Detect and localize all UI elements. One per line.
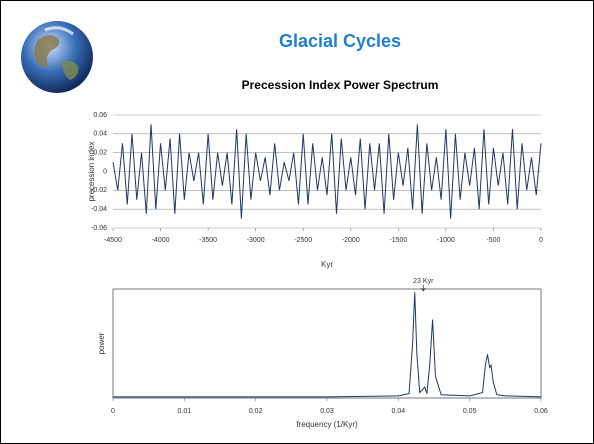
x-tick-label: 0.01 [178, 408, 192, 415]
y-tick-label: -0.02 [91, 187, 107, 194]
y-tick-label: -0.04 [91, 206, 107, 213]
y-axis-label: precession index [87, 141, 96, 201]
x-tick-label: 0.02 [249, 408, 263, 415]
y-tick-label: 0.04 [93, 131, 107, 138]
x-tick-label: -4000 [152, 237, 170, 244]
slide-subtitle: Precession Index Power Spectrum [242, 78, 439, 92]
x-tick-label: -3500 [199, 237, 217, 244]
y-axis-label: power [97, 332, 106, 354]
x-tick-label: 0.05 [463, 408, 477, 415]
data-line [113, 292, 542, 398]
x-axis-label: Kyr [321, 260, 333, 269]
x-tick-label: 0.06 [534, 408, 548, 415]
y-tick-label: -0.06 [91, 225, 107, 232]
slide-title: Glacial Cycles [279, 31, 401, 51]
x-tick-label: -2000 [342, 237, 360, 244]
x-tick-label: -2500 [294, 237, 312, 244]
x-axis-label: frequency (1/Kyr) [296, 420, 358, 429]
y-tick-label: 0.06 [93, 112, 107, 119]
x-tick-label: -4500 [104, 237, 122, 244]
x-tick-label: -500 [486, 237, 500, 244]
y-tick-label: 0 [103, 168, 107, 175]
annotation-arrow [421, 285, 426, 292]
globe-icon [21, 21, 93, 93]
x-tick-label: 0 [111, 408, 115, 415]
x-tick-label: 0.03 [320, 408, 334, 415]
x-tick-label: -1500 [389, 237, 407, 244]
y-tick-label: 0.02 [93, 150, 107, 157]
x-tick-label: -3000 [247, 237, 265, 244]
x-tick-label: 0 [539, 237, 543, 244]
annotation: 23 Kyr [413, 278, 434, 285]
data-line [112, 124, 542, 219]
x-tick-label: -1000 [437, 237, 455, 244]
x-tick-label: 0.04 [392, 408, 406, 415]
